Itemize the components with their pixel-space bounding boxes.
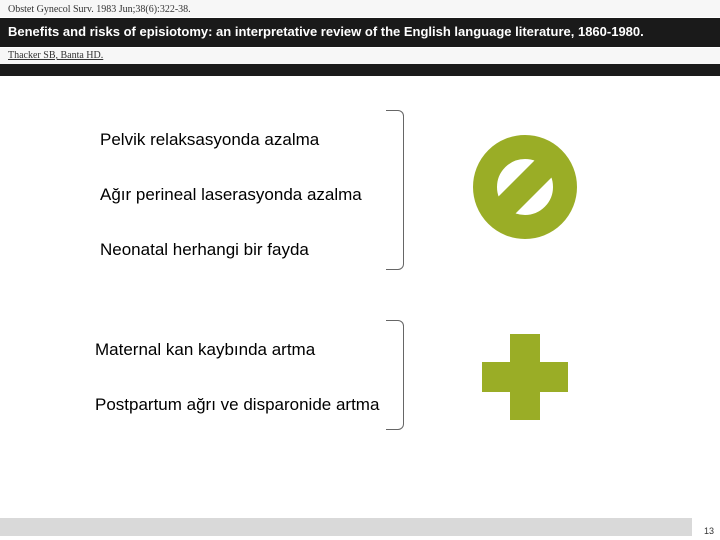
bracket-increase [386,320,404,430]
citation-bar: Obstet Gynecol Surv. 1983 Jun;38(6):322-… [0,0,720,17]
paper-authors: Thacker SB, Banta HD. [0,48,720,65]
increase-item-1: Maternal kan kaybında artma [95,340,315,360]
page-number: 13 [704,526,714,536]
journal-citation: Obstet Gynecol Surv. 1983 Jun;38(6):322-… [8,4,191,15]
no-benefit-item-1: Pelvik relaksasyonda azalma [100,130,319,150]
slide-root: Obstet Gynecol Surv. 1983 Jun;38(6):322-… [0,0,720,540]
prohibit-icon [470,132,580,247]
no-benefit-item-3: Neonatal herhangi bir fayda [100,240,309,260]
paper-title: Benefits and risks of episiotomy: an int… [0,18,720,47]
footer-bar [0,518,692,536]
plus-icon [478,330,572,429]
header-divider [0,64,720,76]
increase-item-2: Postpartum ağrı ve disparonide artma [95,395,379,415]
no-benefit-item-2: Ağır perineal laserasyonda azalma [100,185,362,205]
bracket-no-benefit [386,110,404,270]
